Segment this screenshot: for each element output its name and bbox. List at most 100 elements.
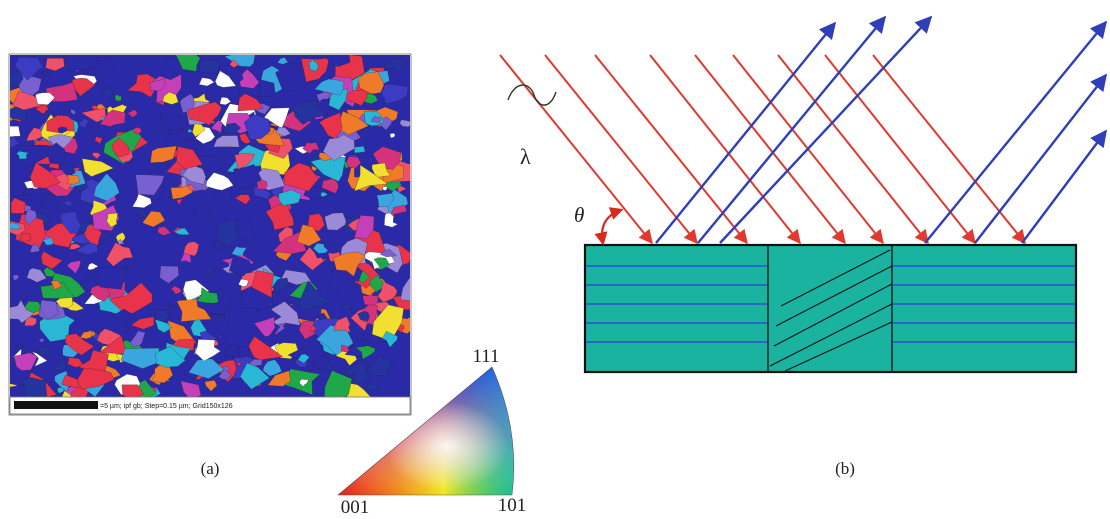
- grain: [170, 285, 182, 294]
- scale-bar: [14, 401, 98, 409]
- grain: [39, 338, 45, 343]
- grain: [236, 361, 242, 366]
- grain: [324, 212, 348, 231]
- grain: [43, 267, 56, 277]
- grain: [130, 330, 146, 348]
- wavelength-symbol: λ: [520, 144, 531, 169]
- grain: [120, 347, 161, 369]
- grain: [340, 344, 350, 353]
- grain: [127, 109, 138, 118]
- grain: [14, 56, 43, 81]
- grain: [392, 210, 410, 234]
- grain: [26, 127, 42, 142]
- grain: [20, 293, 29, 300]
- grain: [170, 183, 193, 200]
- ebsd-grain-mosaic: [10, 55, 410, 397]
- grain: [321, 178, 339, 194]
- grain: [60, 211, 82, 234]
- grain: [316, 92, 331, 102]
- grain: [69, 243, 82, 250]
- grain: [354, 146, 366, 154]
- grain: [99, 109, 126, 127]
- grain: [111, 308, 136, 325]
- grain: [275, 127, 291, 137]
- grain: [57, 126, 68, 134]
- grain: [248, 336, 283, 361]
- grain: [277, 57, 289, 65]
- grain: [234, 153, 255, 170]
- grain: [223, 55, 256, 67]
- grain: [355, 345, 376, 360]
- grain: [397, 185, 407, 193]
- lattice-planes-right: [893, 265, 1075, 343]
- diffracted-ray: [974, 73, 1108, 244]
- grain: [343, 303, 353, 311]
- grain: [53, 358, 67, 372]
- grain: [237, 93, 264, 112]
- ipf-label-001: 001: [341, 497, 370, 518]
- grain: [50, 280, 63, 290]
- grain: [40, 251, 63, 270]
- grain: [23, 301, 44, 313]
- grain: [10, 384, 25, 397]
- grain: [116, 239, 125, 246]
- grain: [155, 346, 186, 368]
- grain: [312, 356, 330, 370]
- diffracted-ray: [719, 15, 933, 244]
- grain: [192, 206, 214, 223]
- incident-ray: [694, 54, 846, 245]
- grain: [343, 360, 370, 384]
- grain: [213, 135, 240, 148]
- grain: [34, 104, 49, 114]
- grain: [154, 319, 172, 333]
- tilted-plane: [773, 283, 893, 347]
- grain: [254, 316, 276, 337]
- grain: [219, 97, 231, 105]
- grain: [175, 55, 201, 72]
- grain: [98, 335, 128, 355]
- grain: [135, 174, 165, 196]
- grain: [40, 193, 61, 211]
- grain: [65, 333, 95, 356]
- grain: [298, 280, 332, 311]
- grain: [195, 339, 221, 362]
- grain: [133, 127, 142, 134]
- grain: [67, 357, 84, 368]
- scale-bar-text: =5 µm; ipf gb; Step=0.15 µm; Grid150x126: [100, 403, 233, 410]
- incident-ray: [824, 54, 976, 245]
- grain: [223, 344, 241, 359]
- diffracted-ray: [697, 15, 887, 244]
- grain: [195, 126, 216, 144]
- grain: [314, 78, 345, 96]
- grain: [92, 152, 101, 159]
- grain: [299, 379, 309, 387]
- grain: [164, 55, 173, 59]
- grain: [324, 370, 353, 397]
- grain: [333, 251, 366, 277]
- grain: [303, 186, 332, 201]
- grain: [377, 281, 398, 303]
- grain: [39, 313, 76, 342]
- grain: [157, 226, 172, 236]
- grain: [132, 193, 152, 208]
- grain: [14, 144, 55, 169]
- grain: [322, 134, 355, 161]
- grain: [188, 358, 225, 379]
- grain: [212, 186, 232, 204]
- grain: [187, 128, 193, 133]
- grain: [10, 106, 28, 122]
- grain: [278, 189, 302, 206]
- tilted-plane: [769, 303, 893, 367]
- grain: [93, 173, 120, 202]
- wave-icon: [507, 84, 557, 106]
- grain: [358, 71, 385, 95]
- grain: [182, 165, 206, 185]
- grain: [320, 192, 329, 198]
- grain: [368, 354, 394, 376]
- grain: [333, 316, 351, 333]
- ipf-color-key: 111 001 101: [337, 346, 526, 518]
- grain: [10, 135, 19, 149]
- tilted-plane: [784, 321, 893, 372]
- grain: [238, 279, 249, 287]
